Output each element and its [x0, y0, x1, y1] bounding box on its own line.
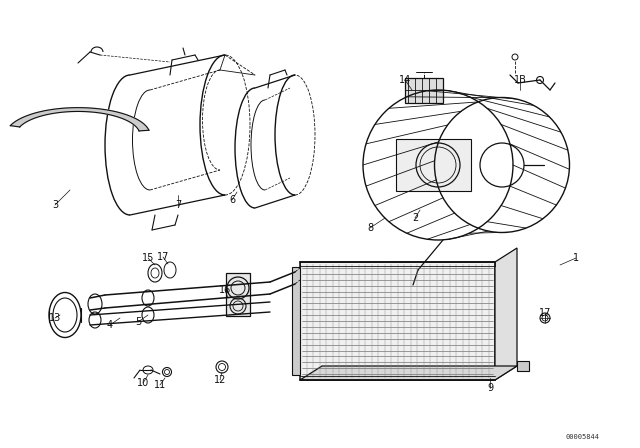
- Text: 7: 7: [175, 200, 181, 210]
- Text: 3: 3: [52, 200, 58, 210]
- Polygon shape: [292, 267, 300, 375]
- Text: 6: 6: [229, 195, 235, 205]
- Bar: [405, 78, 443, 103]
- Text: 1: 1: [573, 253, 579, 263]
- Text: 9: 9: [487, 383, 493, 393]
- Text: 16: 16: [219, 285, 231, 295]
- Text: 11: 11: [154, 380, 166, 390]
- Polygon shape: [300, 366, 517, 380]
- Polygon shape: [495, 248, 517, 380]
- Bar: [396, 139, 471, 191]
- Bar: [300, 262, 495, 380]
- Text: 15: 15: [142, 253, 154, 263]
- Text: 5: 5: [135, 317, 141, 327]
- Polygon shape: [517, 361, 529, 371]
- Text: 10: 10: [137, 378, 149, 388]
- Text: 17: 17: [157, 252, 169, 262]
- Text: 00005844: 00005844: [566, 434, 600, 440]
- Text: 1B: 1B: [513, 75, 527, 85]
- Text: 4: 4: [107, 320, 113, 330]
- Text: 17: 17: [539, 308, 551, 318]
- Text: 14: 14: [399, 75, 411, 85]
- Text: 8: 8: [367, 223, 373, 233]
- Polygon shape: [10, 108, 149, 131]
- Text: 13: 13: [49, 313, 61, 323]
- Text: 2: 2: [412, 213, 418, 223]
- Polygon shape: [226, 273, 250, 316]
- Text: 12: 12: [214, 375, 226, 385]
